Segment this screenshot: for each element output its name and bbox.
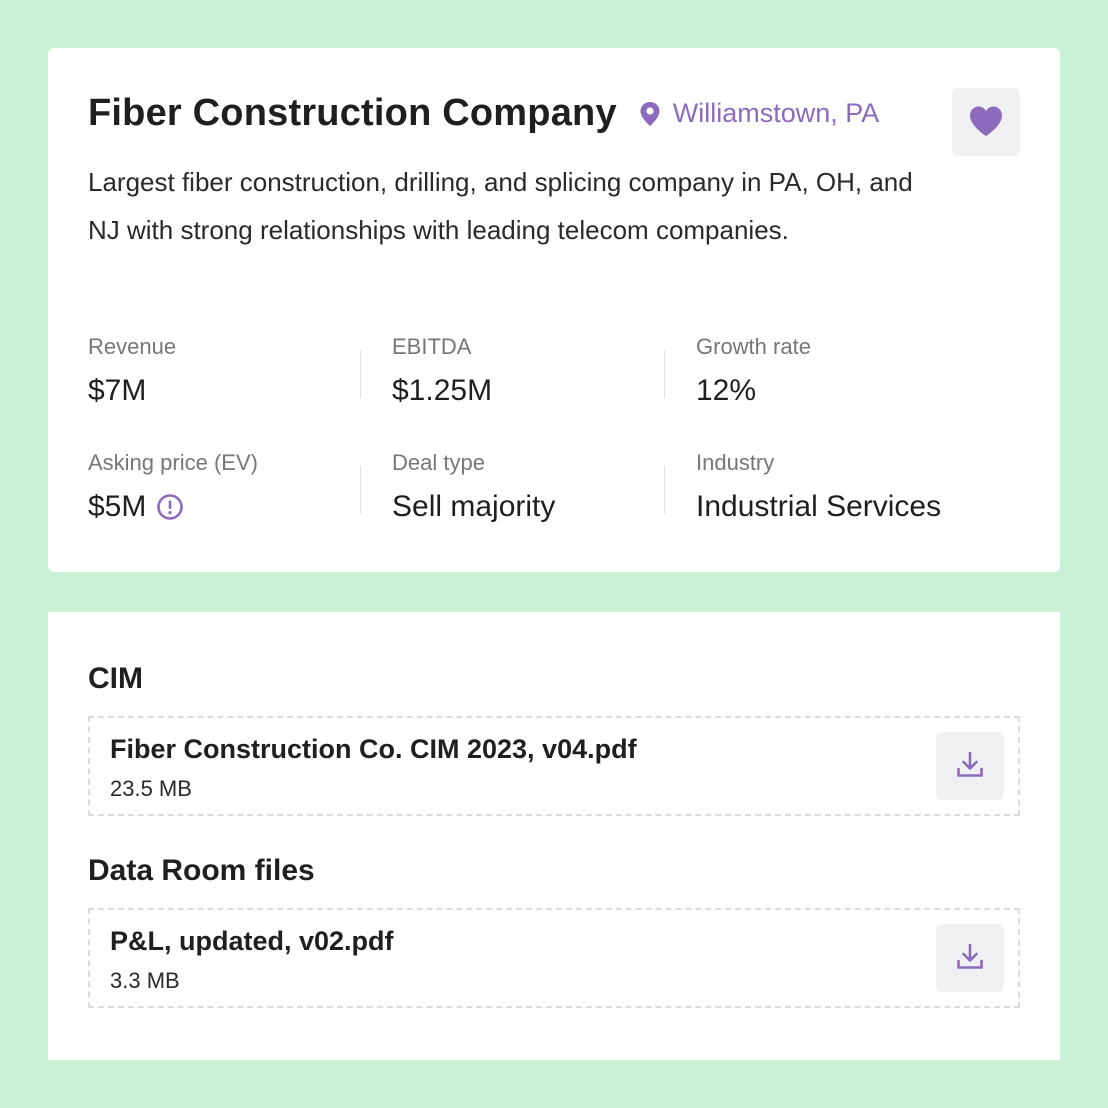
- metric-label: Asking price (EV): [88, 450, 258, 475]
- info-icon[interactable]: [156, 493, 184, 521]
- favorite-button[interactable]: [952, 88, 1020, 156]
- file-row: P&L, updated, v02.pdf 3.3 MB: [88, 908, 1020, 1008]
- metric-divider: [360, 350, 361, 398]
- company-card: Fiber Construction Company Williamstown,…: [48, 48, 1060, 572]
- metric-divider: [360, 466, 361, 514]
- download-button[interactable]: [936, 924, 1004, 992]
- data-room-section-title: Data Room files: [88, 854, 315, 887]
- asking-price-value: $5M: [88, 490, 147, 523]
- metric-divider: [664, 466, 665, 514]
- metric-value: Sell majority: [392, 490, 556, 523]
- file-name: P&L, updated, v02.pdf: [110, 926, 394, 956]
- metric-value: $1.25M: [392, 374, 493, 407]
- file-size: 3.3 MB: [110, 968, 180, 993]
- download-icon: [954, 941, 986, 976]
- metric-revenue: Revenue $7M: [88, 334, 368, 408]
- metric-ebitda: EBITDA $1.25M: [392, 334, 672, 408]
- metric-asking-price: Asking price (EV) $5M: [88, 450, 368, 524]
- file-name: Fiber Construction Co. CIM 2023, v04.pdf: [110, 734, 637, 764]
- company-name: Fiber Construction Company: [88, 92, 617, 134]
- cim-section-title: CIM: [88, 662, 143, 695]
- metric-divider: [664, 350, 665, 398]
- metric-label: Deal type: [392, 450, 485, 475]
- company-description: Largest fiber construction, drilling, an…: [88, 167, 913, 245]
- company-location: Williamstown, PA: [639, 98, 880, 129]
- company-header: Fiber Construction Company Williamstown,…: [88, 92, 879, 135]
- metric-label: Industry: [696, 450, 775, 475]
- metric-label: Revenue: [88, 334, 177, 359]
- files-card: CIM Fiber Construction Co. CIM 2023, v04…: [48, 612, 1060, 1060]
- heart-icon: [968, 105, 1004, 140]
- download-icon: [954, 749, 986, 784]
- metric-value: Industrial Services: [696, 490, 942, 523]
- map-pin-icon: [639, 101, 661, 127]
- metric-value: $7M: [88, 374, 147, 407]
- metric-deal-type: Deal type Sell majority: [392, 450, 672, 524]
- metric-label: Growth rate: [696, 334, 811, 359]
- file-row: Fiber Construction Co. CIM 2023, v04.pdf…: [88, 716, 1020, 816]
- metric-value-row: $5M: [88, 490, 368, 524]
- metric-value: 12%: [696, 374, 757, 407]
- metric-growth-rate: Growth rate 12%: [696, 334, 976, 408]
- metric-industry: Industry Industrial Services: [696, 450, 1036, 524]
- metric-label: EBITDA: [392, 334, 472, 359]
- location-label: Williamstown, PA: [672, 98, 880, 128]
- file-size: 23.5 MB: [110, 776, 192, 801]
- download-button[interactable]: [936, 732, 1004, 800]
